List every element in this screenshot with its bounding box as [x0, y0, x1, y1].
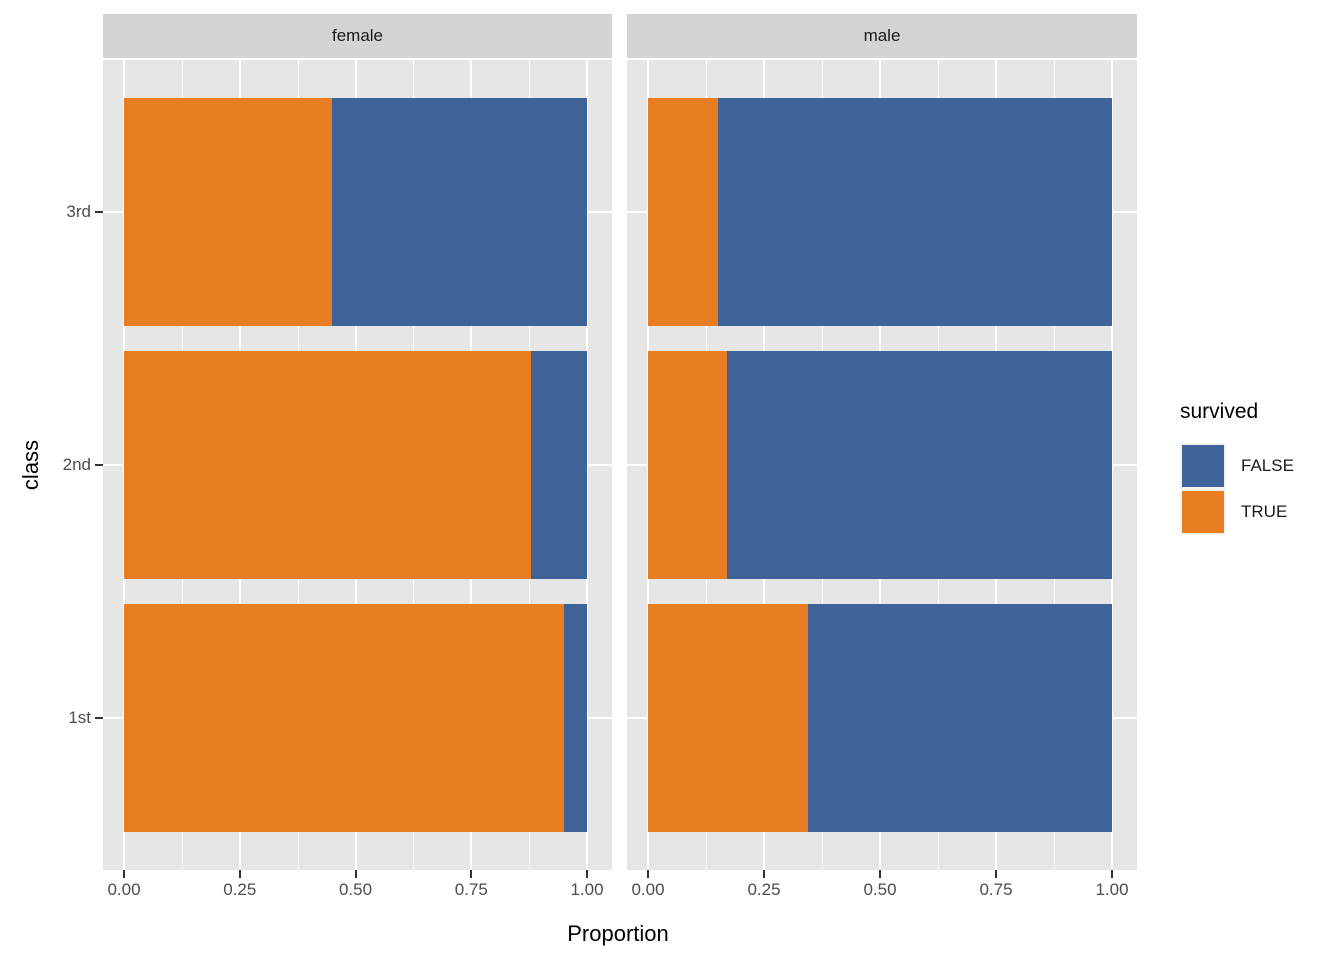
x-tick-label: 0.25 — [223, 880, 257, 899]
legend-key — [1180, 443, 1226, 489]
y-tick-label: 2nd — [62, 455, 91, 474]
bar-male-2nd-true — [648, 351, 727, 579]
x-axis-title: Proportion — [567, 921, 669, 946]
bar-female-1st-false — [564, 604, 587, 832]
panel-male — [627, 60, 1137, 870]
y-tick-mark — [95, 717, 103, 719]
legend-swatch-false — [1182, 445, 1224, 487]
facet-strip-male: male — [627, 14, 1137, 58]
x-tick-mark — [586, 870, 588, 878]
legend-entry-false: FALSE — [1180, 443, 1294, 489]
x-tick-mark — [879, 870, 881, 878]
bar-female-1st-true — [124, 604, 564, 832]
x-tick-label: 1.00 — [570, 880, 604, 899]
x-tick-label: 0.00 — [631, 880, 665, 899]
y-tick-mark — [95, 464, 103, 466]
facet-strip-female: female — [103, 14, 612, 58]
x-tick-mark — [995, 870, 997, 878]
x-tick-mark — [1111, 870, 1113, 878]
bar-female-3rd-false — [332, 98, 587, 326]
y-tick-label: 3rd — [66, 202, 91, 221]
y-tick-label: 1st — [68, 708, 91, 727]
x-tick-mark — [763, 870, 765, 878]
x-tick-mark — [238, 870, 241, 878]
panel-female — [103, 60, 612, 870]
x-tick-mark — [470, 870, 473, 878]
x-tick-mark — [647, 870, 649, 878]
x-tick-label: 0.25 — [747, 880, 781, 899]
x-tick-label: 0.00 — [107, 880, 141, 899]
facet-strip-label: female — [331, 26, 384, 45]
y-tick-mark — [95, 211, 103, 213]
legend-label: FALSE — [1241, 456, 1294, 475]
bar-male-2nd-false — [727, 351, 1112, 579]
bar-male-3rd-true — [648, 98, 718, 326]
legend-key — [1180, 489, 1226, 535]
bar-female-3rd-true — [124, 98, 332, 326]
bar-male-1st-true — [648, 604, 808, 832]
bar-male-3rd-false — [718, 98, 1112, 326]
x-tick-label: 1.00 — [1095, 880, 1129, 899]
facet-strip-label: male — [863, 26, 901, 45]
legend-swatch-true — [1182, 491, 1224, 533]
legend-label: TRUE — [1241, 502, 1288, 521]
legend-title: survived — [1180, 400, 1259, 423]
legend-entries: FALSE TRUE — [1180, 443, 1294, 535]
x-tick-mark — [123, 870, 125, 878]
bar-female-2nd-true — [124, 351, 531, 579]
x-tick-label: 0.50 — [338, 880, 373, 899]
legend: survived FALSE TRUE — [1180, 400, 1294, 535]
x-tick-mark — [354, 870, 357, 878]
bar-male-1st-false — [808, 604, 1112, 832]
x-tick-label: 0.50 — [863, 880, 897, 899]
legend-entry-true: TRUE — [1180, 489, 1294, 535]
x-tick-label: 0.75 — [454, 880, 488, 899]
bar-female-2nd-false — [531, 351, 587, 579]
x-tick-label: 0.75 — [979, 880, 1013, 899]
